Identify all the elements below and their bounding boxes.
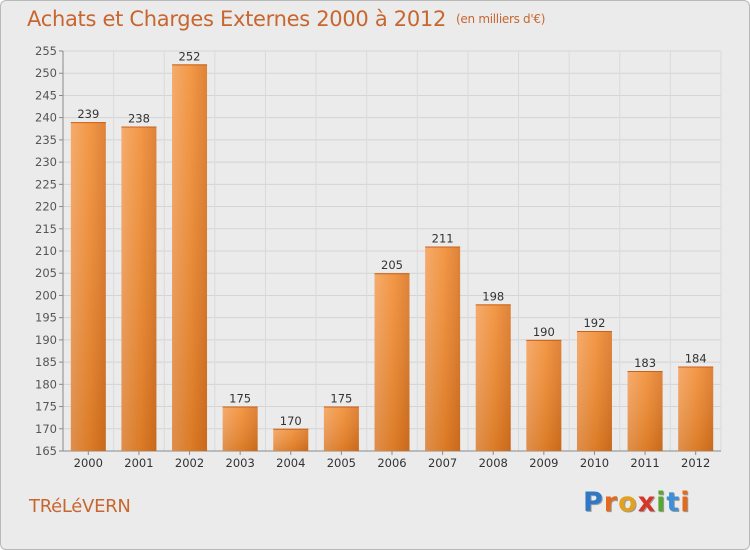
x-tick-label: 2004 — [276, 456, 305, 470]
bar-shade — [323, 406, 359, 451]
chart-subtitle: (en milliers d'€) — [456, 12, 546, 26]
x-tick-label: 2003 — [226, 456, 255, 470]
y-tick-label: 165 — [35, 444, 57, 458]
data-label: 175 — [229, 392, 251, 406]
chart-title-main: Achats et Charges Externes 2000 à 2012 — [27, 7, 447, 31]
bar-layer — [70, 64, 714, 452]
x-tick-label: 2010 — [580, 456, 609, 470]
x-tick-label: 2009 — [529, 456, 558, 470]
logo-letter: t — [666, 487, 681, 518]
data-label: 184 — [685, 352, 707, 366]
data-label: 183 — [634, 356, 656, 370]
commune-name: TRéLéVERN — [29, 496, 131, 517]
data-label: 205 — [381, 258, 403, 272]
x-tick-label: 2012 — [681, 456, 710, 470]
y-tick-label: 190 — [35, 333, 57, 347]
x-tick-label: 2005 — [327, 456, 356, 470]
y-tick-label: 250 — [35, 66, 57, 80]
bar-shade — [222, 406, 258, 451]
bar-shade — [627, 371, 663, 451]
data-label: 211 — [432, 232, 454, 246]
chart-title: Achats et Charges Externes 2000 à 2012 (e… — [27, 7, 545, 31]
y-tick-label: 200 — [35, 288, 57, 302]
bar-shade — [576, 331, 612, 451]
bar-shade — [172, 64, 208, 452]
y-tick-label: 170 — [35, 422, 57, 436]
y-tick-label: 230 — [35, 155, 57, 169]
bar-shade — [374, 273, 410, 451]
logo-letter: x — [637, 487, 657, 518]
logo-letter: P — [583, 487, 604, 518]
y-tick-label: 235 — [35, 133, 57, 147]
logo-letter: r — [603, 487, 619, 518]
data-label: 190 — [533, 325, 555, 339]
x-tick-label: 2008 — [479, 456, 508, 470]
data-label: 175 — [330, 392, 352, 406]
proxiti-logo: Proxiti — [583, 487, 691, 518]
logo-letter: i — [656, 487, 667, 518]
x-tick-label: 2011 — [630, 456, 659, 470]
axis-layer: 165 170 175 180 185 190 195 200 205 210 215 220 225 2… — [35, 44, 721, 470]
y-tick-label: 255 — [35, 44, 57, 58]
logo-letter: i — [680, 487, 691, 518]
y-tick-label: 225 — [35, 177, 57, 191]
data-label: 252 — [179, 49, 201, 63]
y-tick-label: 195 — [35, 311, 57, 325]
y-tick-label: 175 — [35, 400, 57, 414]
y-tick-label: 185 — [35, 355, 57, 369]
x-tick-label: 2007 — [428, 456, 457, 470]
y-tick-label: 215 — [35, 222, 57, 236]
y-tick-label: 210 — [35, 244, 57, 258]
data-label: 198 — [482, 289, 504, 303]
bar-shade — [273, 428, 309, 451]
x-tick-label: 2002 — [175, 456, 204, 470]
x-tick-label: 2001 — [124, 456, 153, 470]
bar-shade — [526, 339, 562, 451]
bar-shade — [475, 304, 511, 451]
logo-letter: o — [618, 487, 638, 518]
y-tick-label: 205 — [35, 266, 57, 280]
y-tick-label: 240 — [35, 111, 57, 125]
bar-shade — [121, 126, 157, 452]
y-tick-label: 180 — [35, 377, 57, 391]
x-tick-label: 2000 — [74, 456, 103, 470]
data-label: 239 — [77, 107, 99, 121]
data-label: 192 — [583, 316, 605, 330]
label-layer: 239 238 252 175 170 175 205 211 198 190 192 183 184 — [77, 49, 706, 427]
data-label: 238 — [128, 112, 150, 126]
bar-shade — [425, 246, 461, 451]
bar-shade — [70, 122, 106, 451]
x-tick-label: 2006 — [377, 456, 406, 470]
bar-shade — [678, 366, 714, 451]
data-label: 170 — [280, 414, 302, 428]
y-tick-label: 245 — [35, 88, 57, 102]
y-tick-label: 220 — [35, 200, 57, 214]
